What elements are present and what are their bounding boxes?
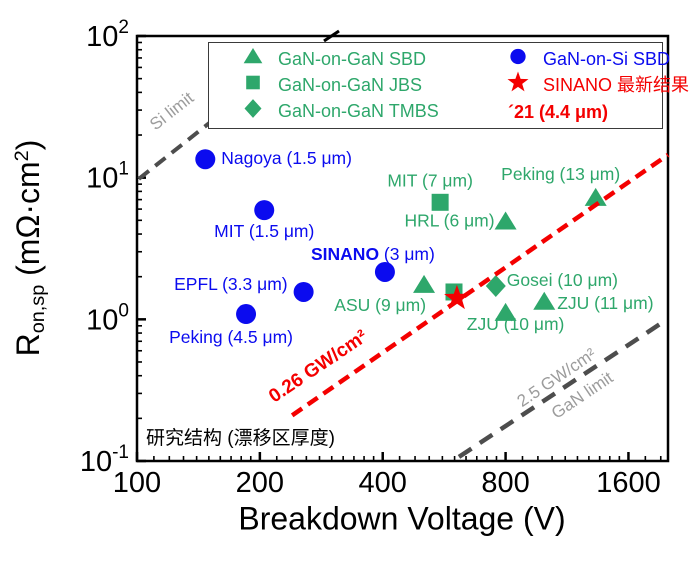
legend-star-icon: [503, 68, 533, 103]
legend: GaN-on-GaN SBD GaN-on-GaN JBS GaN-on-GaN T…: [208, 42, 689, 129]
legend-circle-glyph: [510, 48, 526, 65]
gan-on-gan-sbd-marker: [494, 302, 517, 321]
data-point-label: Peking (13 μm): [501, 164, 620, 184]
y-tick-label: 101: [86, 159, 129, 195]
gan-on-gan-jbs-marker: [431, 193, 449, 211]
plot-frame: [135, 34, 670, 463]
legend-item-label: GaN-on-Si SBD: [543, 49, 671, 69]
gan-on-gan-sbd-marker: [494, 211, 517, 230]
legend-square-glyph: [246, 75, 260, 90]
top-frame-mark: [323, 29, 340, 43]
y-axis-title-unit: (mΩ·cm: [10, 161, 47, 285]
legend-item-label: SINANO 最新结果: [543, 75, 690, 95]
data-point-label: Peking (4.5 μm): [169, 327, 293, 347]
data-point-label: MIT (1.5 μm): [214, 221, 314, 241]
y-tick-label: 10-1: [80, 442, 129, 478]
legend-triangle-glyph: [243, 48, 263, 64]
y-tick-label: 102: [86, 17, 129, 53]
y-tick-label: 100: [86, 300, 129, 336]
legend-item-label: ´21 (4.4 μm): [508, 102, 609, 122]
y-axis-title: Ron,sp (mΩ·cm2): [10, 140, 50, 357]
legend-item-label: GaN-on-GaN JBS: [278, 75, 423, 95]
data-point-label: Nagoya (1.5 μm): [221, 148, 352, 168]
si-limit-label: Si limit: [146, 88, 197, 134]
gan-on-si-sbd-marker: [374, 261, 395, 282]
legend-circle-icon: [503, 42, 533, 77]
si-limit-line: [137, 112, 222, 181]
x-tick-label: 800: [481, 467, 529, 499]
sinano-star-marker: [444, 284, 470, 310]
gan-on-si-sbd-marker: [236, 304, 257, 325]
data-point-label: ZJU (11 μm): [557, 293, 653, 313]
x-axis-title: Breakdown Voltage (V): [238, 500, 566, 537]
data-point-label: ZJU (10 μm): [467, 314, 565, 334]
gan-on-gan-sbd-marker: [584, 187, 607, 206]
legend-diamond-icon: [238, 94, 268, 129]
legend-item-label: GaN-on-GaN SBD: [278, 49, 427, 69]
legend-diamond-glyph: [244, 99, 262, 118]
legend-triangle-icon: [238, 42, 268, 77]
gan-on-si-sbd-marker: [254, 200, 275, 221]
gan-on-gan-sbd-marker: [413, 274, 436, 293]
sinano-power-density-line: [290, 152, 670, 418]
legend-star-glyph: [507, 71, 529, 92]
gan-on-si-sbd-marker: [293, 281, 314, 302]
data-point-label: EPFL (3.3 μm): [174, 274, 288, 294]
x-tick-label: 100: [113, 467, 161, 499]
gan-limit-line: [457, 317, 669, 459]
y-axis-title-sup: 2: [11, 150, 34, 162]
data-point-label: SINANO (3 μm): [311, 244, 435, 264]
x-tick-label: 400: [359, 467, 407, 499]
gan-on-si-sbd-marker: [195, 149, 216, 170]
x-tick-label: 200: [236, 467, 284, 499]
gan-on-gan-sbd-marker: [533, 291, 556, 310]
data-point-label: HRL (6 μm): [404, 211, 494, 231]
legend-square-icon: [238, 68, 268, 103]
y-axis-title-base: R: [10, 333, 47, 357]
structure-annotation: 研究结构 (漂移区厚度): [146, 428, 335, 449]
x-tick-label: 1600: [596, 467, 661, 499]
data-point-label: MIT (7 μm): [387, 170, 473, 190]
data-point-label: Gosei (10 μm): [507, 270, 618, 290]
y-axis-title-close: ): [10, 139, 47, 151]
y-axis-title-sub: on,sp: [26, 284, 49, 334]
gan-on-gan-tmbs-marker: [485, 274, 506, 297]
data-point-label: ASU (9 μm): [334, 295, 426, 315]
legend-item-label: GaN-on-GaN TMBS: [278, 101, 439, 121]
